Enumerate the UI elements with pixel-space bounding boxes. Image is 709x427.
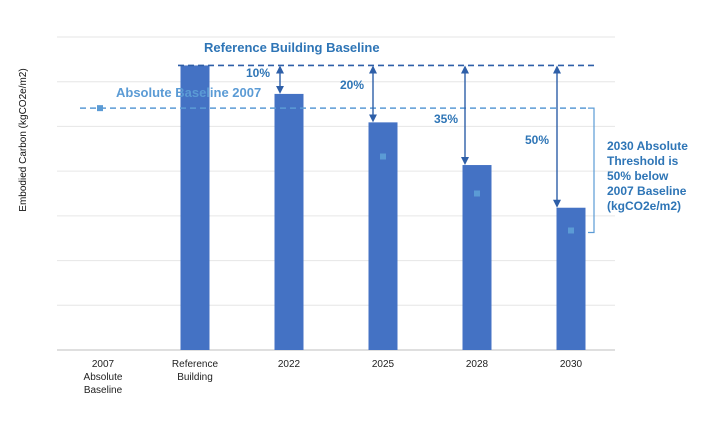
reduction-label: 35% xyxy=(434,112,458,126)
x-tick-label: 2007 xyxy=(92,359,115,370)
x-tick-label: 2025 xyxy=(372,359,395,370)
absolute-baseline-marker xyxy=(97,105,103,112)
grid-layer xyxy=(57,36,615,351)
x-tick-label: Baseline xyxy=(84,385,123,396)
x-tick-label: Reference xyxy=(172,359,219,370)
labels-layer: 10% 20% 35% 50% Reference Building Baseline A… xyxy=(18,40,688,396)
reference-baseline-label: Reference Building Baseline xyxy=(204,40,380,55)
marker-5 xyxy=(568,227,574,234)
threshold-annotation-line: 2007 Baseline xyxy=(607,184,687,198)
threshold-annotation-line: 50% below xyxy=(607,169,669,183)
y-axis-label: Embodied Carbon (kgCO2e/m2) xyxy=(18,68,29,211)
reduction-label: 10% xyxy=(246,66,270,80)
lines-layer xyxy=(80,64,598,234)
bars-layer xyxy=(180,65,586,351)
arrows-layer xyxy=(276,65,561,208)
bar-3 xyxy=(368,122,398,350)
threshold-annotation-line: (kgCO2e/m2) xyxy=(607,199,681,213)
threshold-annotation-line: 2030 Absolute xyxy=(607,139,688,153)
threshold-bracket xyxy=(588,107,595,234)
threshold-annotation-line: Threshold is xyxy=(607,154,679,168)
marker-3 xyxy=(380,153,386,160)
absolute-baseline-label: Absolute Baseline 2007 xyxy=(116,85,261,100)
reduction-label: 50% xyxy=(525,133,549,147)
x-tick-label: 2022 xyxy=(278,359,301,370)
x-tick-label: 2028 xyxy=(466,359,489,370)
x-tick-label: Building xyxy=(177,372,213,383)
x-tick-label: 2030 xyxy=(560,359,583,370)
x-tick-label: Absolute xyxy=(84,372,123,383)
bar-2 xyxy=(274,93,304,350)
reduction-label: 20% xyxy=(340,78,364,92)
marker-4 xyxy=(474,190,480,197)
bar-1 xyxy=(180,65,210,351)
